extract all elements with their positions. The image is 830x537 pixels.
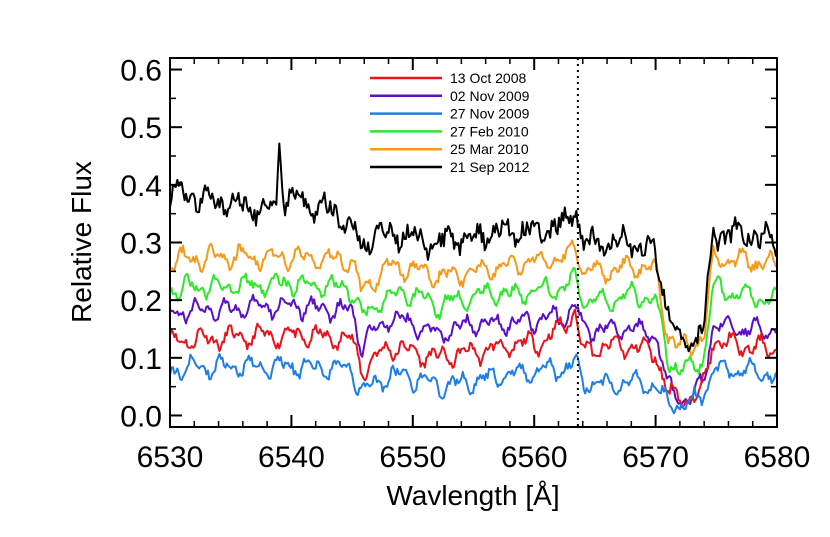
- series-line-3: [170, 352, 777, 415]
- x-tick-label: 6550: [379, 441, 446, 474]
- series-line-2: [170, 293, 777, 406]
- y-tick-label: 0.1: [120, 343, 162, 376]
- tick-layer: 6530 6540 6550 6560 6570 6580 0.0 0.1 0.2 0.3 0.4 0…: [120, 55, 810, 474]
- y-tick-label: 0.0: [120, 400, 162, 433]
- y-axis-title: Relative Flux: [66, 161, 97, 323]
- series-line-4: [170, 266, 777, 376]
- x-tick-label: 6580: [744, 441, 811, 474]
- series-line-1: [170, 308, 777, 409]
- x-tick-label: 6560: [501, 441, 568, 474]
- series-layer: [170, 142, 777, 415]
- x-tick-label: 6540: [258, 441, 325, 474]
- y-tick-label: 0.2: [120, 285, 162, 318]
- y-tick-label: 0.5: [120, 112, 162, 145]
- legend-label: 21 Sep 2012: [450, 159, 530, 175]
- legend-label: 02 Nov 2009: [450, 88, 530, 104]
- y-tick-label: 0.3: [120, 228, 162, 261]
- legend-label: 27 Feb 2010: [450, 123, 529, 139]
- legend-label: 13 Oct 2008: [450, 70, 526, 86]
- x-axis-title: Wavlength [Å]: [386, 480, 559, 511]
- series-line-5: [170, 239, 777, 357]
- y-tick-label: 0.4: [120, 170, 162, 203]
- legend-label: 27 Nov 2009: [450, 106, 530, 122]
- x-tick-label: 6530: [137, 441, 204, 474]
- y-tick-label: 0.6: [120, 55, 162, 88]
- series-line-6: [170, 142, 777, 353]
- x-tick-label: 6570: [622, 441, 689, 474]
- legend-label: 25 Mar 2010: [450, 141, 529, 157]
